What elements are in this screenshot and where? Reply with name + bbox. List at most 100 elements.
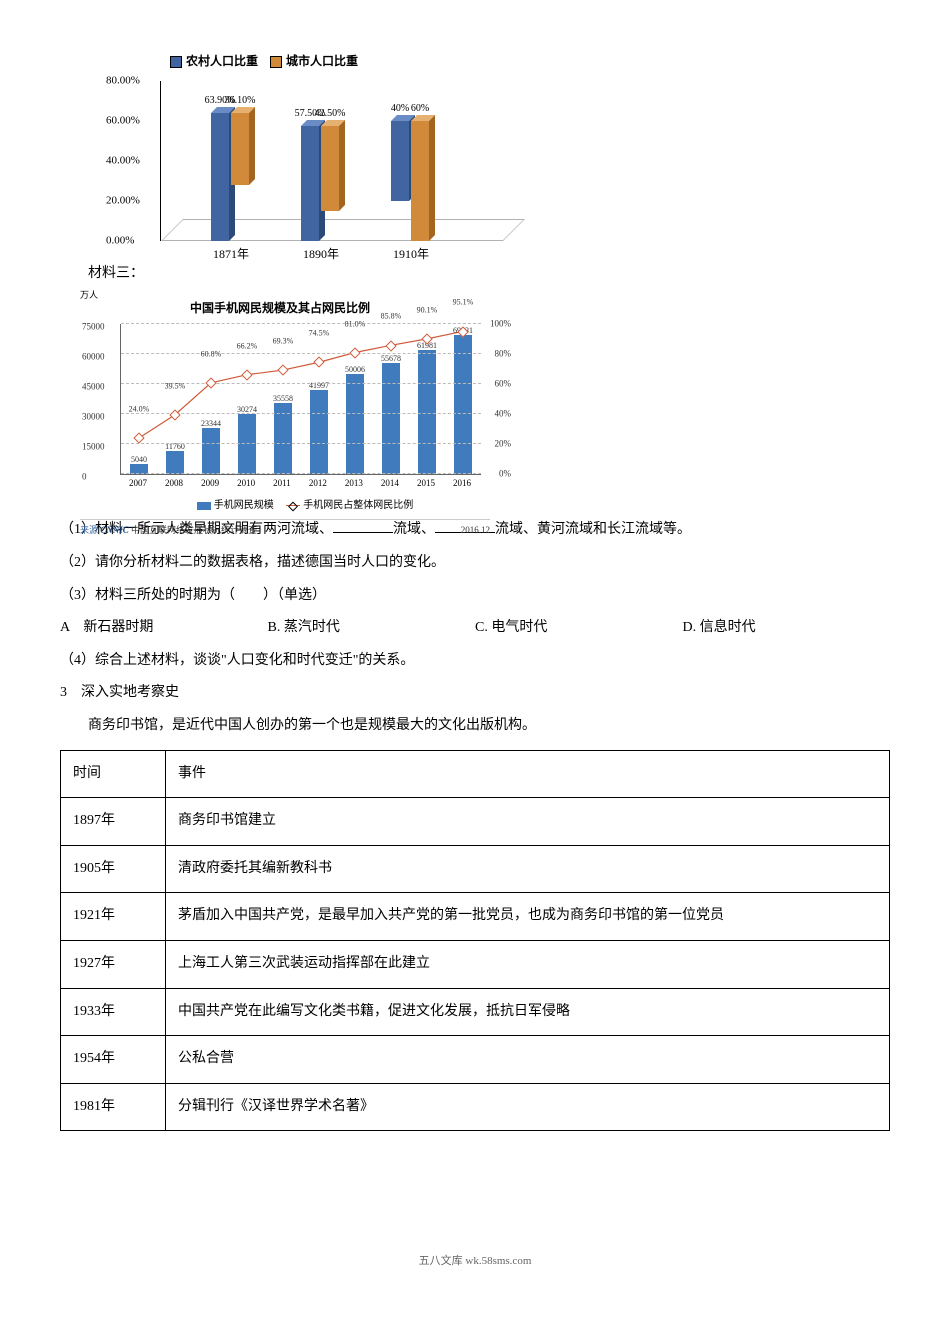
- table-row: 1927年上海工人第三次武装运动指挥部在此建立: [61, 940, 890, 988]
- question-2: （2）请你分析材料二的数据表格，描述德国当时人口的变化。: [60, 550, 890, 577]
- chart2-point-label: 85.8%: [381, 309, 402, 324]
- table-row: 1933年中国共产党在此编写文化类书籍，促进文化发展，抵抗日军侵略: [61, 988, 890, 1036]
- section-3-title: 3 深入实地考察史: [60, 680, 890, 707]
- chart2-xlabel: 2008: [165, 475, 183, 492]
- chart2-point-label: 81.0%: [345, 316, 366, 331]
- chart2-xlabel: 2016: [453, 475, 471, 492]
- table-cell-time: 1897年: [61, 798, 166, 846]
- chart2-xlabel: 2010: [237, 475, 255, 492]
- chart2-ytick-left: 60000: [82, 349, 105, 366]
- timeline-table: 时间 事件 1897年商务印书馆建立1905年清政府委托其编新教科书1921年茅…: [60, 750, 890, 1132]
- chart2-bar: 11760: [166, 451, 184, 475]
- chart2-legend-line-label: 手机网民占整体网民比例: [303, 500, 413, 511]
- question-4: （4）综合上述材料，谈谈"人口变化和时代变迁"的关系。: [60, 648, 890, 675]
- chart2-point-label: 66.2%: [237, 338, 258, 353]
- option-a[interactable]: A 新石器时期: [60, 615, 268, 642]
- chart1-legend: 农村人口比重 城市人口比重: [170, 50, 890, 73]
- chart2-ytick-left: 45000: [82, 379, 105, 396]
- chart1-bar-group: 40%60%: [391, 115, 429, 241]
- chart2-ytick-left: 75000: [82, 319, 105, 336]
- chart2-legend-swatch-line: [286, 505, 300, 506]
- table-cell-time: 1933年: [61, 988, 166, 1036]
- chart2-ytick-right: 60%: [495, 376, 512, 393]
- chart2-ytick-right: 0%: [499, 466, 511, 483]
- chart1-ytick: 80.00%: [106, 70, 140, 91]
- chart2-point-label: 90.1%: [417, 303, 438, 318]
- table-row: 1981年分辑刊行《汉译世界学术名著》: [61, 1083, 890, 1131]
- table-row: 1905年清政府委托其编新教科书: [61, 845, 890, 893]
- table-cell-time: 1981年: [61, 1083, 166, 1131]
- chart2-bar-label: 11760: [165, 439, 185, 454]
- chart2-plot: 5040117602334430274355584199750006556786…: [120, 324, 481, 475]
- chart2-point-label: 95.1%: [453, 295, 474, 310]
- table-row: 1954年公私合营: [61, 1036, 890, 1084]
- table-cell-time: 1905年: [61, 845, 166, 893]
- chart2-xlabel: 2014: [381, 475, 399, 492]
- chart2-ytick-right: 20%: [495, 436, 512, 453]
- chart2-legend-bar-label: 手机网民规模: [214, 500, 274, 511]
- option-d[interactable]: D. 信息时代: [683, 615, 891, 642]
- chart1-plot: 0.00%20.00%40.00%60.00%80.00%63.90%36.10…: [160, 81, 501, 241]
- chart2-bars: 5040117602334430274355584199750006556786…: [121, 324, 481, 474]
- chart2-bar: 23344: [202, 428, 220, 475]
- chart1-bar: 42.50%: [321, 120, 339, 241]
- chart2-ytick-left: 15000: [82, 439, 105, 456]
- chart2-point-label: 39.5%: [165, 378, 186, 393]
- chart2-xlabel: 2007: [129, 475, 147, 492]
- table-cell-time: 1927年: [61, 940, 166, 988]
- chart1-xlabel: 1910年: [393, 243, 429, 266]
- chart2-point-label: 69.3%: [273, 334, 294, 349]
- chart1-bar: 60%: [411, 115, 429, 241]
- chart2-yunit: 万人: [80, 287, 98, 304]
- chart2-source-right: 2016.12: [461, 522, 490, 539]
- table-cell-event: 商务印书馆建立: [166, 798, 890, 846]
- option-c[interactable]: C. 电气时代: [475, 615, 683, 642]
- chart1-bar-group: 57.50%42.50%: [301, 120, 339, 241]
- chart2-xlabels: 2007 2008 2009 2010 2011 2012 2013 2014 2015 2016: [120, 475, 480, 492]
- chart2-bar: 69531: [454, 335, 472, 474]
- chart2-source: 来源 CNNIC 中国互联网络发展状况统计调查 2016.12: [80, 519, 490, 539]
- chart2-xlabel: 2011: [273, 475, 291, 492]
- table-col-event: 事件: [166, 750, 890, 798]
- table-col-time: 时间: [61, 750, 166, 798]
- chart2-bar-label: 35558: [273, 391, 293, 406]
- chart2-bar-label: 30274: [237, 402, 257, 417]
- chart2-bar: 50006: [346, 374, 364, 474]
- chart2-legend-swatch-bar: [197, 502, 211, 510]
- chart2-xlabel: 2009: [201, 475, 219, 492]
- chart2-bar-label: 41997: [309, 378, 329, 393]
- chart1-ytick: 40.00%: [106, 150, 140, 171]
- chart2-source-left: 来源 CNNIC 中国互联网络发展状况统计调查: [80, 522, 257, 539]
- table-cell-event: 茅盾加入中国共产党，是最早加入共产党的第一批党员，也成为商务印书馆的第一位党员: [166, 893, 890, 941]
- question-3-options: A 新石器时期 B. 蒸汽时代 C. 电气时代 D. 信息时代: [60, 615, 890, 642]
- table-cell-event: 公私合营: [166, 1036, 890, 1084]
- legend-swatch-rural: [170, 56, 182, 68]
- chart2-legend: 手机网民规模 手机网民占整体网民比例: [120, 496, 480, 515]
- chart2-xlabel: 2015: [417, 475, 435, 492]
- option-b[interactable]: B. 蒸汽时代: [268, 615, 476, 642]
- chart2-bar-label: 5040: [131, 452, 147, 467]
- chart2-ytick-right: 80%: [495, 346, 512, 363]
- material3-heading: 材料三：: [60, 261, 890, 288]
- table-cell-event: 分辑刊行《汉译世界学术名著》: [166, 1083, 890, 1131]
- chart2-bar: 41997: [310, 390, 328, 474]
- legend-label-rural: 农村人口比重: [186, 54, 258, 68]
- chart1-bar: 40%: [391, 115, 409, 241]
- table-row: 1897年商务印书馆建立: [61, 798, 890, 846]
- chart1-bar: 57.50%: [301, 120, 319, 241]
- chart1-container: 农村人口比重 城市人口比重 0.00%20.00%40.00%60.00%80.…: [100, 50, 890, 241]
- chart2-ytick-right: 40%: [495, 406, 512, 423]
- chart1-bar-group: 63.90%36.10%: [211, 107, 249, 241]
- table-cell-time: 1921年: [61, 893, 166, 941]
- chart1-bar: 36.10%: [231, 107, 249, 241]
- chart1-ytick: 0.00%: [106, 230, 134, 251]
- chart1-ytick: 60.00%: [106, 110, 140, 131]
- table-header-row: 时间 事件: [61, 750, 890, 798]
- chart2-xlabel: 2013: [345, 475, 363, 492]
- chart2-bar-label: 50006: [345, 362, 365, 377]
- table-row: 1921年茅盾加入中国共产党，是最早加入共产党的第一批党员，也成为商务印书馆的第…: [61, 893, 890, 941]
- question-3-stem: （3）材料三所处的时期为（ ）（单选）: [60, 583, 890, 610]
- legend-label-urban: 城市人口比重: [286, 54, 358, 68]
- chart2-xlabel: 2012: [309, 475, 327, 492]
- chart2-point-label: 24.0%: [129, 402, 150, 417]
